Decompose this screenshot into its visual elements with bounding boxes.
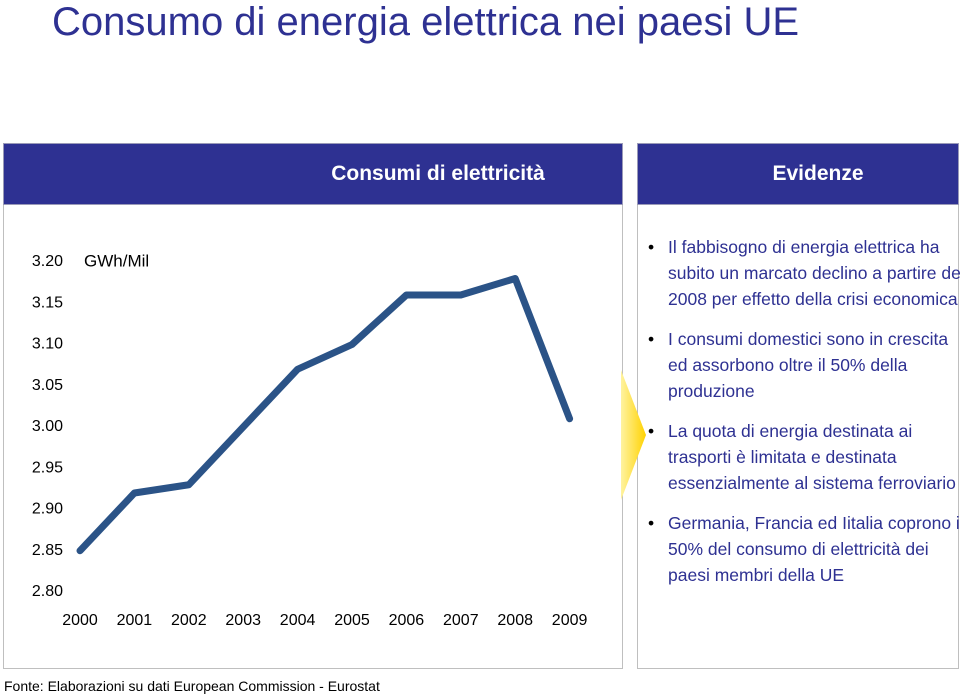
x-tick-label: 2008 — [497, 612, 533, 629]
y-tick-label: 3.15 — [32, 294, 63, 311]
x-tick-label: 2009 — [552, 612, 588, 629]
evidence-bullet: I consumi domestici sono in crescita ed … — [648, 326, 960, 404]
evidence-list: Il fabbisogno di energia elettrica ha su… — [646, 234, 960, 602]
x-tick-label: 2003 — [225, 612, 261, 629]
evidence-title: Evidenze — [637, 143, 959, 205]
page-title: Consumo di energia elettrica nei paesi U… — [52, 0, 800, 44]
unit-label: GWh/Mil — [84, 251, 149, 270]
x-tick-label: 2002 — [171, 612, 207, 629]
arrow — [621, 370, 646, 500]
y-tick-label: 3.10 — [32, 336, 63, 353]
data-line — [76, 275, 574, 555]
x-tick-label: 2004 — [280, 612, 316, 629]
x-tick-label: 2005 — [334, 612, 370, 629]
evidence-bullet: Germania, Francia ed Iitalia coprono il … — [648, 510, 960, 588]
x-tick-label: 2007 — [443, 612, 479, 629]
y-tick-label: 3.05 — [32, 377, 63, 394]
y-tick-label: 3.20 — [32, 253, 63, 270]
y-tick-label: 2.95 — [32, 459, 63, 476]
evidence-bullet: Il fabbisogno di energia elettrica ha su… — [648, 234, 960, 312]
source-note: Fonte: Elaborazioni su dati European Com… — [4, 678, 380, 694]
y-tick-label: 2.85 — [32, 542, 63, 559]
y-tick-label: 2.80 — [32, 583, 63, 600]
y-tick-label: 2.90 — [32, 501, 63, 518]
x-tick-label: 2000 — [62, 612, 98, 629]
chart-title: Consumi di elettricità — [3, 143, 623, 205]
x-tick-label: 2001 — [117, 612, 153, 629]
x-tick-label: 2006 — [389, 612, 425, 629]
y-tick-label: 3.00 — [32, 418, 63, 435]
evidence-bullet: La quota di energia destinata ai traspor… — [648, 418, 960, 496]
